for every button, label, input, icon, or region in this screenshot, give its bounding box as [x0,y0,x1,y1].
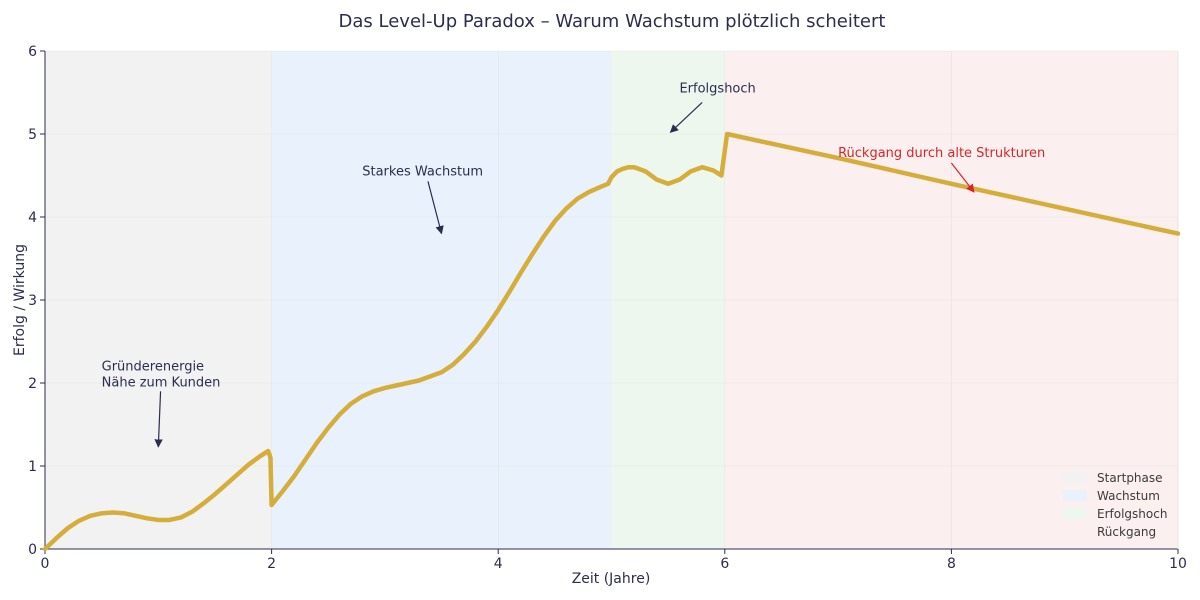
axes: 0 2 4 6 8 10 0 1 2 3 4 5 6 [28,44,1187,572]
y-tick-label-6: 6 [28,44,37,60]
x-tick-label-2: 4 [494,556,503,572]
x-tick-label-0: 0 [41,556,50,572]
annotation-text-0-1: Nähe zum Kunden [102,376,221,391]
y-tick-label-4: 4 [28,210,37,226]
y-axis-label: Erfolg / Wirkung [12,244,28,356]
legend-swatch-2 [1063,508,1087,519]
x-axis-label: Zeit (Jahre) [572,571,651,587]
annotation-arrow-2 [669,102,703,133]
y-tick-label-1: 1 [28,459,37,475]
x-tick-label-5: 10 [1169,556,1187,572]
annotation-text-1-0: Starkes Wachstum [362,165,483,180]
series-line-0 [42,131,1181,552]
chart-title: Das Level-Up Paradox – Warum Wachstum pl… [339,11,886,32]
legend-label-2: Erfolgshoch [1097,507,1167,521]
legend: Startphase Wachstum Erfolgshoch Rückgang [1063,471,1167,539]
x-tick-label-3: 6 [720,556,729,572]
y-tick-label-2: 2 [28,376,37,392]
legend-label-0: Startphase [1097,471,1163,485]
x-tick-label-4: 8 [947,556,956,572]
series-layer [42,131,1181,552]
y-tick-label-5: 5 [28,127,37,143]
annotation-text-0-0: Gründerenergie [102,360,204,375]
annotation-text-3-0: Rückgang durch alte Strukturen [838,146,1045,161]
x-tick-label-1: 2 [267,556,276,572]
legend-label-1: Wachstum [1097,489,1160,503]
annotation-arrow-0 [154,391,163,448]
y-tick-label-3: 3 [28,293,37,309]
legend-swatch-3 [1063,526,1087,537]
legend-swatch-1 [1063,490,1087,501]
annotation-text-2-0: Erfolgshoch [679,82,755,97]
annotation-arrow-1 [427,181,444,235]
annotation-arrow-3 [950,162,975,193]
legend-label-3: Rückgang [1097,525,1156,539]
legend-swatch-0 [1063,472,1087,483]
y-tick-label-0: 0 [28,542,37,558]
